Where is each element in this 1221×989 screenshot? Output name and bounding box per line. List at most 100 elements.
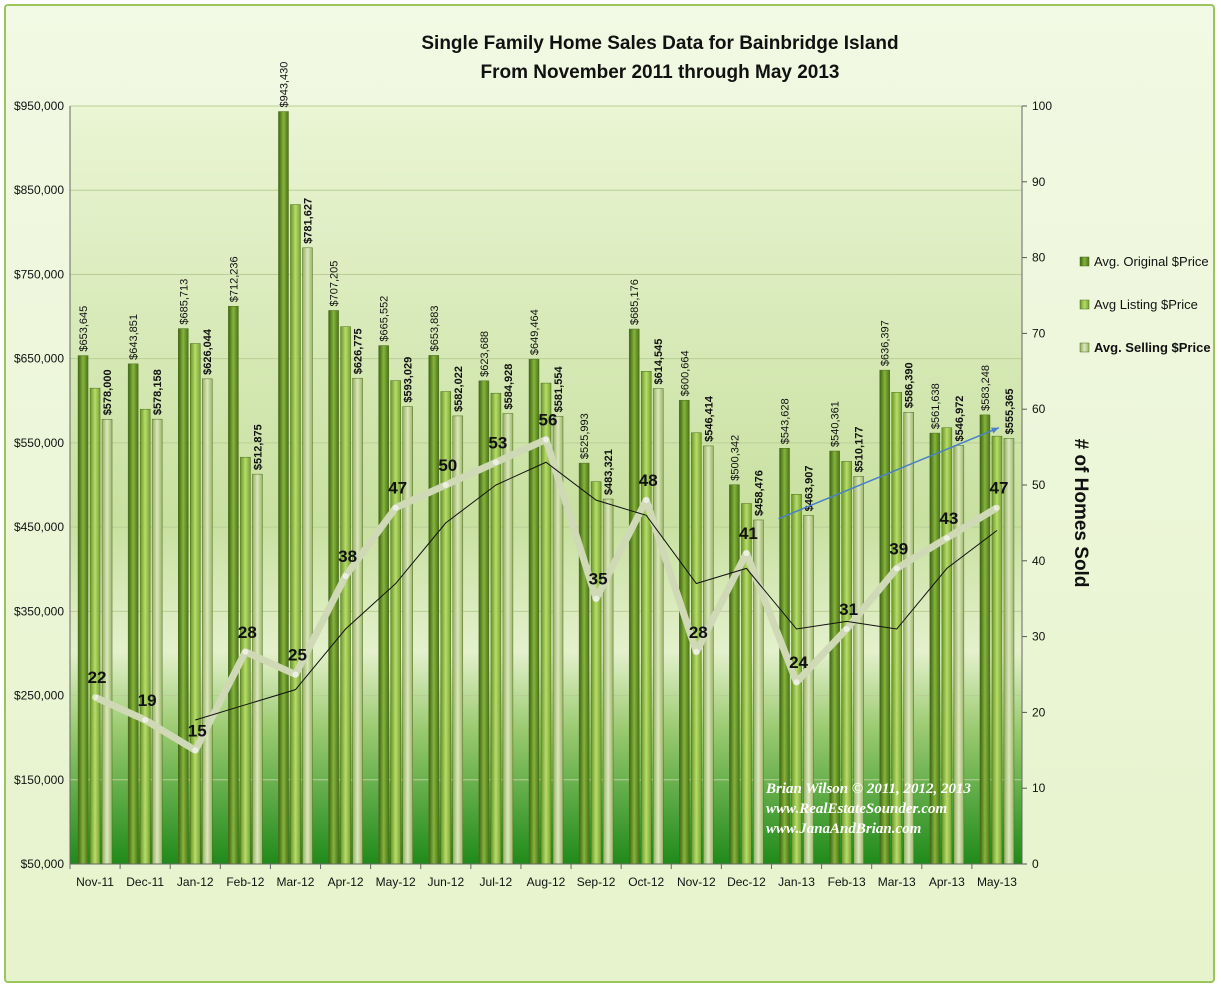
homes-sold-label: 43 (939, 509, 958, 528)
y-tick-label: $450,000 (14, 520, 64, 534)
homes-sold-label: 31 (839, 600, 858, 619)
bar-2 (402, 406, 413, 865)
bar-label: $500,342 (729, 435, 741, 481)
bar-1 (190, 343, 201, 865)
homes-sold-point (442, 482, 449, 488)
homes-sold-label: 47 (989, 479, 1008, 498)
credit-line-3: www.JanaAndBrian.com (766, 821, 921, 837)
bar-label: $600,664 (679, 350, 691, 396)
homes-sold-label: 24 (789, 653, 808, 672)
bar-label: $525,993 (579, 413, 591, 459)
homes-sold-point (793, 679, 800, 686)
bar-1 (89, 387, 101, 865)
homes-sold-label: 56 (539, 411, 558, 430)
bar-0 (929, 432, 941, 865)
bar-label: $685,713 (178, 279, 190, 325)
bar-label: $543,628 (780, 398, 792, 444)
bar-0 (178, 328, 189, 865)
bar-0 (127, 363, 139, 865)
bar-2 (101, 419, 113, 865)
bar-2 (252, 473, 263, 865)
homes-sold-label: 15 (188, 721, 207, 740)
x-tick-label: Aug-12 (527, 875, 566, 889)
bar-label: $546,972 (954, 396, 966, 442)
y2-axis-title: # of Homes Sold (1070, 439, 1091, 588)
homes-sold-label: 25 (288, 646, 307, 665)
homes-sold-point (943, 535, 950, 542)
bar-label: $665,552 (379, 296, 391, 342)
y-tick-label: $650,000 (14, 352, 64, 366)
bar-label: $626,775 (353, 328, 365, 374)
bar-label: $510,177 (854, 427, 866, 473)
bar-2 (202, 378, 213, 865)
homes-sold-label: 47 (388, 479, 407, 498)
x-tick-label: Jun-12 (427, 875, 464, 889)
x-tick-label: Jul-12 (480, 875, 513, 889)
bar-label: $649,464 (529, 309, 541, 355)
homes-sold-label: 22 (88, 668, 107, 687)
legend-swatch (1079, 299, 1090, 310)
bar-0 (578, 462, 590, 865)
y-tick-label: $550,000 (14, 436, 64, 450)
x-tick-label: May-13 (977, 875, 1017, 889)
chart-title: Single Family Home Sales Data for Bainbr… (421, 33, 898, 54)
bar-label: $781,627 (302, 198, 314, 244)
bar-label: $614,545 (653, 339, 665, 385)
bar-label: $561,638 (930, 383, 942, 429)
bar-label: $636,397 (880, 320, 892, 366)
x-tick-label: Jan-12 (177, 875, 214, 889)
homes-sold-point (843, 626, 850, 633)
bar-0 (478, 380, 490, 865)
bar-label: $712,236 (228, 256, 240, 302)
homes-sold-point (893, 565, 900, 572)
y-tick-label: $750,000 (14, 267, 64, 281)
bar-label: $586,390 (904, 362, 916, 408)
homes-sold-point (993, 504, 1000, 511)
homes-sold-point (192, 747, 199, 754)
y2-tick-label: 60 (1032, 402, 1046, 416)
bar-label: $458,476 (753, 470, 765, 516)
homes-sold-point (142, 716, 149, 723)
y-tick-label: $350,000 (14, 604, 64, 618)
x-tick-label: Nov-11 (76, 875, 114, 889)
y2-tick-label: 80 (1032, 251, 1046, 265)
bar-0 (378, 345, 389, 865)
x-tick-label: Nov-12 (677, 875, 716, 889)
trend-arrow-head (990, 427, 999, 434)
homes-sold-labels: 22 19 15 28 25 38 47 50 53 56 35 48 28 41 24 31 39 43 47 (88, 411, 1009, 741)
bar-label: $593,029 (403, 357, 415, 403)
x-tick-label: Feb-12 (226, 875, 264, 889)
trend-arrow (778, 427, 1000, 520)
bar-0 (979, 414, 991, 865)
bar-label: $685,176 (629, 279, 641, 325)
x-tick-label: Mar-13 (878, 875, 916, 889)
homes-sold-label: 28 (238, 623, 257, 642)
y-tick-label: $250,000 (14, 689, 64, 703)
bar-label: $583,248 (980, 365, 992, 411)
homes-sold-lines (92, 427, 1000, 754)
bar-label: $581,554 (553, 366, 565, 413)
bar-label: $483,321 (603, 449, 615, 495)
bar-label: $578,000 (102, 369, 114, 415)
y2-tick-label: 0 (1032, 857, 1039, 871)
moving-average-line (195, 461, 998, 721)
homes-sold-point (292, 671, 299, 678)
x-tick-label: Mar-12 (276, 875, 314, 889)
bar-1 (590, 481, 602, 865)
homes-sold-point (392, 504, 399, 511)
bar-2 (602, 498, 614, 865)
x-tick-label: Apr-13 (929, 875, 965, 889)
homes-sold-point (693, 648, 700, 655)
legend-swatch (1079, 256, 1090, 267)
bar-label: $707,205 (329, 261, 341, 307)
bar-label: $643,851 (128, 314, 140, 360)
bar-label: $623,688 (479, 331, 491, 377)
bar-0 (228, 306, 239, 865)
homes-sold-label: 41 (739, 524, 758, 543)
bar-1 (640, 371, 652, 865)
homes-sold-point (242, 648, 249, 655)
y2-tick-label: 30 (1032, 630, 1046, 644)
legend-label: Avg. Original $Price (1094, 254, 1209, 269)
bar-0 (729, 484, 740, 865)
bar-label: $582,022 (453, 366, 465, 412)
